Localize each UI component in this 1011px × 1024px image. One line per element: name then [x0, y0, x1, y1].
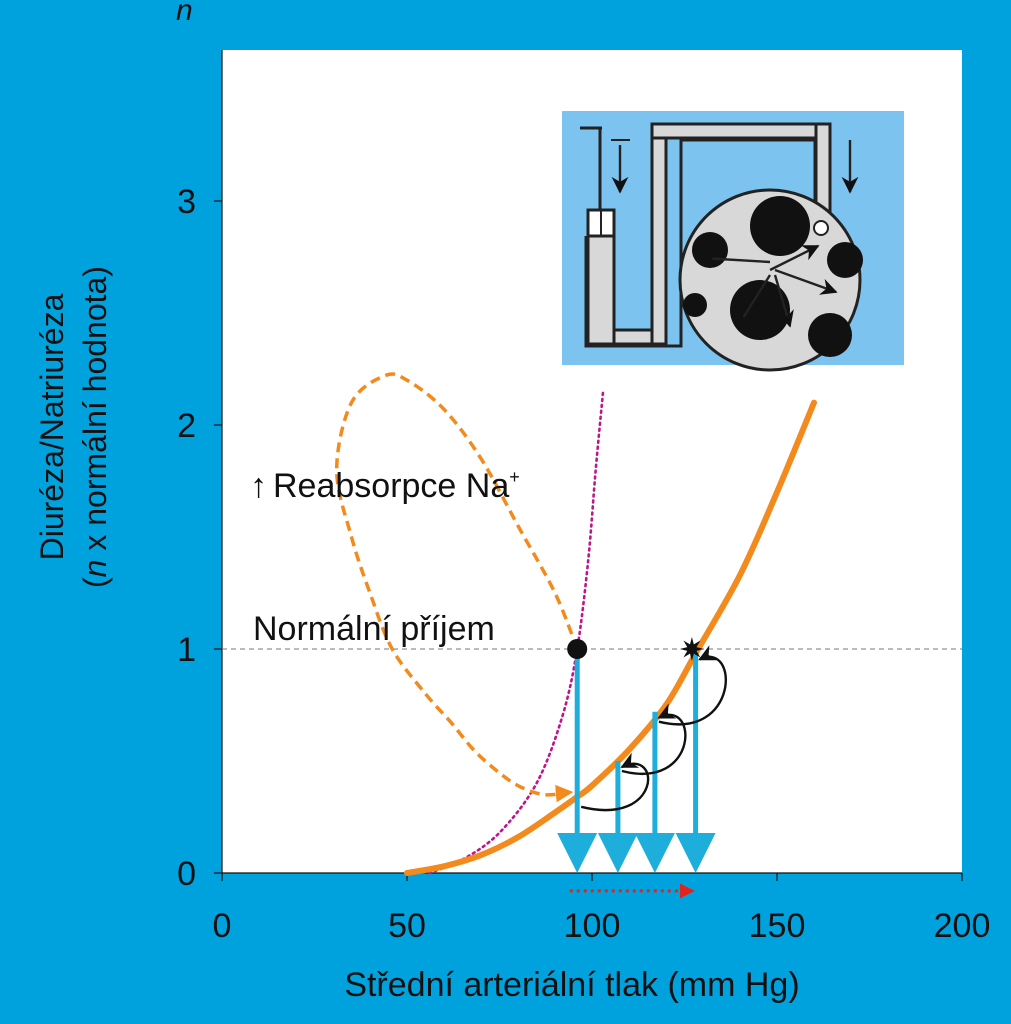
- y-axis-title-n: n: [77, 560, 113, 578]
- x-tick-label: 150: [749, 907, 806, 945]
- equilibrium-point-new: [679, 637, 704, 661]
- inset-flow-arrow: [700, 250, 771, 268]
- reabsorption-up-arrow: ↑: [250, 467, 267, 505]
- inset-reservoir-illustration: [562, 111, 904, 372]
- inset-flow-arrow: [736, 274, 772, 328]
- y-axis-title-line1: Diuréza/Natriuréza: [34, 293, 70, 560]
- y-axis-title-line2: (n x normální hodnota): [77, 266, 113, 588]
- inset-flow-arrow: [774, 268, 838, 295]
- reabsorption-sup: +: [509, 467, 520, 487]
- y-ticks: 0 1 2 3: [177, 183, 222, 893]
- x-tick-label: 0: [213, 907, 232, 945]
- equilibrium-point-initial: [567, 639, 588, 659]
- reabsorption-curve: [427, 390, 605, 875]
- drop-arrows: [557, 649, 716, 873]
- drop-arrow-head: [675, 833, 716, 873]
- reabsorption-text: Reabsorpce Na: [273, 467, 509, 505]
- inset-blob: [683, 293, 707, 317]
- y-axis-title-rest: x normální hodnota): [77, 266, 113, 560]
- y-axis-symbol: n: [176, 0, 193, 27]
- x-ticks: 0 50 100 150 200: [213, 873, 991, 945]
- reabsorption-shift-loop: [334, 372, 579, 803]
- inset-blob: [808, 313, 852, 357]
- inset-top-channel: [650, 122, 832, 140]
- x-tick-label: 50: [388, 907, 426, 945]
- normal-intake-label: Normální příjem: [253, 610, 495, 648]
- inset-blob: [750, 196, 810, 256]
- reabsorption-label: ↑ Reabsorpce Na+: [250, 467, 520, 505]
- inset-left-column: [586, 234, 616, 346]
- feedback-arrows: [580, 645, 727, 812]
- y-tick-label: 0: [177, 855, 196, 893]
- drop-arrow-head: [557, 833, 598, 873]
- feedback-arrow: [658, 645, 727, 726]
- feedback-arrow: [580, 752, 650, 812]
- inset-blob: [692, 232, 728, 268]
- y-tick-label: 2: [177, 407, 196, 445]
- drop-arrow-head: [597, 833, 638, 873]
- x-tick-label: 200: [934, 907, 991, 945]
- inset-right-column: [650, 122, 668, 346]
- pressure-natriuresis-curve: [404, 399, 817, 876]
- equilibrium-points: [567, 637, 704, 661]
- inset-blob: [827, 242, 863, 278]
- inset-flow-arrow: [773, 274, 794, 328]
- x-tick-label: 100: [564, 907, 621, 945]
- y-axis-title-open: (: [77, 577, 113, 588]
- inset-flow-arrow: [769, 244, 820, 272]
- x-axis-title: Střední arteriální tlak (mm Hg): [344, 966, 799, 1004]
- inset-outlet-ring: [813, 220, 829, 236]
- y-tick-label: 3: [177, 183, 196, 221]
- y-tick-label: 1: [177, 631, 196, 669]
- drop-arrow-head: [634, 833, 675, 873]
- feedback-arrow: [621, 703, 687, 775]
